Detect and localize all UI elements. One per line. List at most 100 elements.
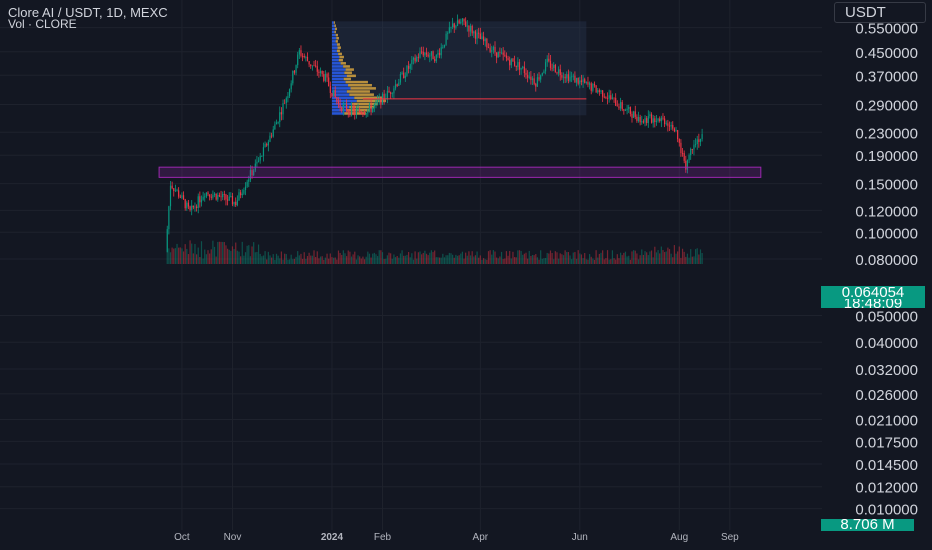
price-axis[interactable]: 0.550000 0.450000 0.370000 0.290000 0.230000… [855,21,918,519]
candle-body [585,81,587,83]
volume-bar [262,255,265,264]
volume-bar [618,258,620,264]
volume-bar [334,257,336,264]
volume-bar [460,253,462,264]
volume-bar [357,255,359,264]
candle-body [432,51,434,60]
volume-bar [336,259,338,264]
candle-body [466,25,468,27]
currency-selector[interactable]: USDT [834,2,926,23]
candle-body [424,52,426,56]
volume-bar [168,248,170,264]
volume-bar [452,254,454,264]
profile-bar-up [331,77,344,81]
chart-title: Clore AI / USDT, 1D, MEXC [8,5,168,20]
candle-body [209,194,211,197]
volume-bar [390,253,392,264]
candle-body [295,65,297,73]
volume-bar [569,255,571,264]
candle-body [195,206,198,209]
time-tick-label: Nov [224,532,242,543]
profile-bar-down [335,40,338,43]
candle-body [293,70,296,73]
candle-body [515,65,517,67]
candle-body [202,196,204,200]
profile-bar-down [336,43,340,46]
volume-bar [311,255,313,264]
volume-bar [623,252,625,264]
volume-bar [388,252,390,264]
candle-body [455,26,457,28]
volume-bar [476,251,478,264]
profile-bar-down [346,90,370,93]
candle-body [412,57,415,60]
volume-bar [443,257,446,264]
volume-bar [509,250,511,264]
volume-bar [649,251,651,264]
candle-body [359,109,361,113]
volume-bar [670,253,672,264]
price-tick-label: 0.450000 [855,45,918,62]
candle-body [536,77,539,87]
candle-body [606,98,609,99]
volume-bar [293,258,296,264]
volume-bar [303,252,305,264]
profile-bar-down [336,49,340,53]
candle-body [300,50,302,56]
candle-body [474,31,477,39]
time-axis[interactable]: Oct Nov 2024 Feb Apr Jun Aug Sep [174,532,739,543]
candle-body [487,47,490,49]
profile-bar-down [335,33,338,37]
candle-body [548,58,550,61]
candle-body [315,65,317,67]
candle-body [673,128,675,132]
candle-body [510,58,512,66]
volume-bar [375,254,377,264]
candle-body [549,60,552,68]
volume-bar [367,251,369,264]
volume-bar [456,255,459,264]
candle-body [274,124,276,130]
volume-bar [497,258,499,264]
candle-body [429,55,431,57]
volume-bar [489,250,491,264]
volume-bar [315,256,317,264]
volume-bar [621,255,623,264]
volume-bar [238,251,240,264]
volume-bar [469,255,472,264]
profile-bar-up [331,68,346,71]
profile-bar-down [345,68,354,71]
volume-value-label: 8.706 M [821,519,914,531]
candle-body [544,62,547,72]
candle-body [528,76,530,78]
candle-body [222,194,224,198]
candle-body [688,155,690,161]
volume-bar [178,247,180,264]
volume-bar [411,253,413,264]
volume-bar [473,256,475,264]
volume-bar [274,259,276,264]
candle-body [641,121,643,123]
volume-bar [468,251,470,264]
chart-grid [0,0,822,530]
volume-bar [533,255,535,264]
candle-body [448,27,450,33]
volume-bar [481,259,483,264]
candle-body [657,118,659,121]
volume-bar [321,256,323,264]
time-tick-label: Jun [572,532,588,543]
volume-bar [564,250,566,264]
profile-bar-down [343,77,351,81]
volume-bar [491,254,493,264]
volume-bar [647,255,649,264]
volume-bar [613,258,615,264]
time-tick-label: 2024 [321,532,344,543]
volume-bar [566,252,568,264]
candle-body [370,104,372,113]
volume-bar [474,255,477,264]
candle-body [513,61,516,66]
price-candles [166,14,703,253]
volume-bar [427,255,429,264]
volume-bar [559,253,561,264]
